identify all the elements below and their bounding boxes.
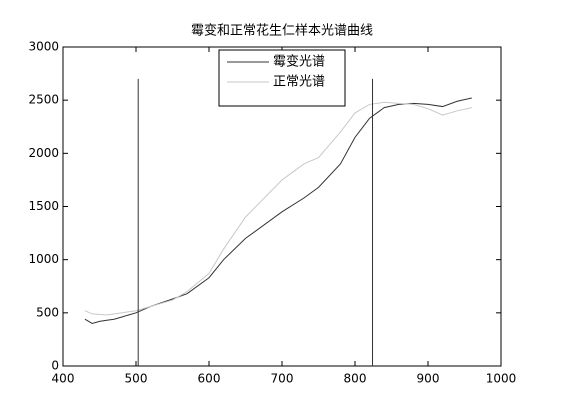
y-tick-label: 1500 xyxy=(28,199,59,213)
series-line xyxy=(84,101,472,316)
y-tick-label: 2000 xyxy=(28,146,59,160)
series-line xyxy=(84,97,472,325)
y-tick-label: 3000 xyxy=(28,40,59,54)
x-tick-label: 500 xyxy=(125,372,148,386)
x-tick-label: 1000 xyxy=(486,372,517,386)
legend-label: 正常光谱 xyxy=(273,75,325,90)
x-tick-label: 600 xyxy=(198,372,221,386)
legend-label: 霉变光谱 xyxy=(273,54,325,70)
x-tick-label: 700 xyxy=(271,372,294,386)
y-tick-label: 2500 xyxy=(28,93,59,107)
y-tick-label: 1000 xyxy=(28,252,59,266)
legend-box xyxy=(218,49,346,107)
y-tick-label: 500 xyxy=(36,305,59,319)
x-tick-label: 400 xyxy=(52,372,75,386)
y-tick-label: 0 xyxy=(51,359,59,373)
chart-title: 霉变和正常花生仁样本光谱曲线 xyxy=(191,23,373,39)
x-tick-label: 900 xyxy=(417,372,440,386)
x-tick-label: 800 xyxy=(344,372,367,386)
